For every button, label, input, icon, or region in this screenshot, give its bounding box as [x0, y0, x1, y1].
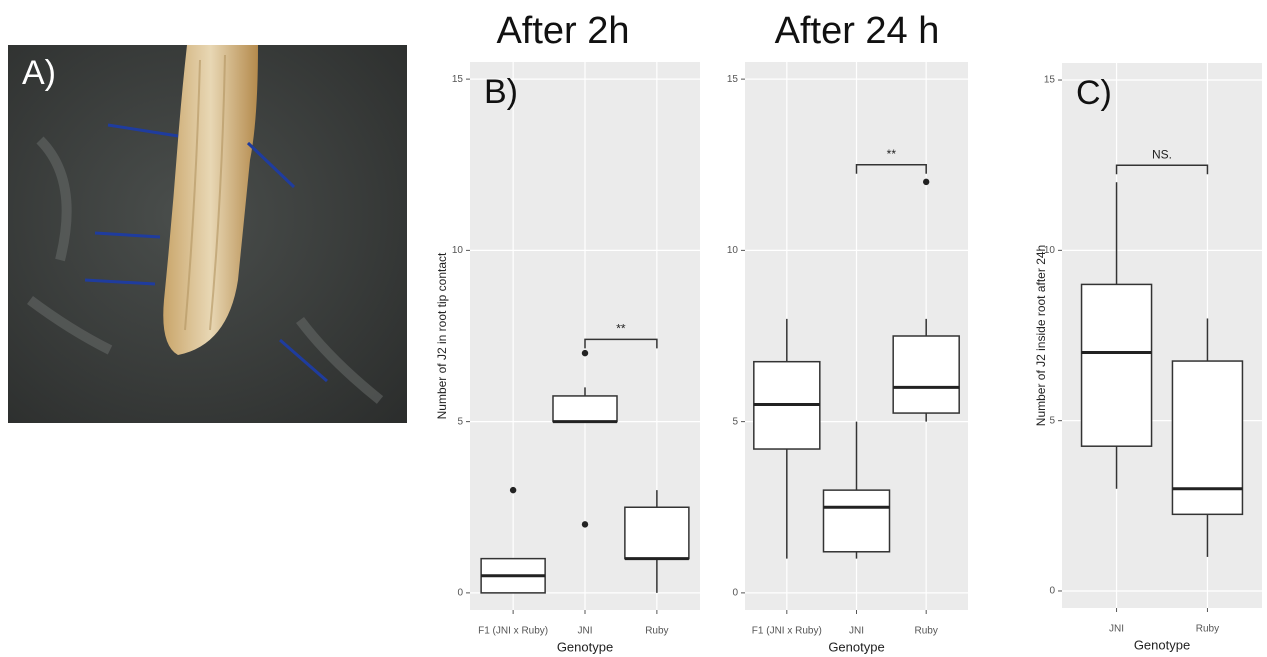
y-axis-title: Number of J2 in root tip contact — [435, 252, 449, 419]
y-tick-label: 15 — [452, 74, 464, 85]
x-tick-label: Ruby — [645, 626, 668, 637]
chart-title: After 24 h — [775, 10, 940, 52]
y-tick-label: 15 — [1044, 75, 1056, 86]
x-tick-label: F1 (JNI x Ruby) — [752, 626, 822, 637]
x-tick-label: Ruby — [915, 626, 938, 637]
box — [552, 395, 618, 423]
significance-bracket — [855, 164, 927, 174]
significance-label: ** — [887, 147, 897, 161]
y-tick-label: 0 — [732, 588, 738, 599]
outlier — [581, 349, 589, 357]
panel-label: B) — [484, 73, 518, 111]
y-axis-title: Number of J2 inside root after 24h — [1034, 245, 1048, 426]
y-tick-label: 10 — [1044, 245, 1056, 256]
x-tick-label: JNI — [849, 626, 864, 637]
outlier — [922, 178, 930, 186]
box — [892, 335, 960, 414]
x-axis-title: Genotype — [1134, 637, 1190, 652]
box — [1171, 360, 1244, 516]
x-tick-label: JNI — [1109, 624, 1124, 635]
significance-bracket — [584, 338, 658, 349]
y-tick-label: 5 — [457, 416, 463, 427]
x-axis-title: Genotype — [557, 639, 613, 654]
y-tick-label: 10 — [452, 245, 464, 256]
y-tick-label: 10 — [727, 245, 739, 256]
photo: A) — [8, 45, 407, 423]
y-tick-label: 0 — [1049, 586, 1055, 597]
box — [624, 506, 690, 560]
significance-bracket — [1115, 164, 1209, 175]
panel-label: A) — [22, 54, 56, 92]
chart-title: After 2h — [496, 10, 629, 52]
x-tick-label: Ruby — [1196, 624, 1219, 635]
significance-label: ** — [616, 322, 626, 336]
y-tick-label: 15 — [727, 74, 739, 85]
x-axis-title: Genotype — [828, 639, 884, 654]
outlier — [509, 486, 517, 494]
x-tick-label: F1 (JNI x Ruby) — [478, 626, 548, 637]
panel-label: C) — [1076, 74, 1112, 112]
y-tick-label: 5 — [1049, 415, 1055, 426]
box — [822, 489, 891, 553]
y-tick-label: 5 — [732, 416, 738, 427]
y-tick-label: 0 — [457, 588, 463, 599]
x-tick-label: JNI — [578, 626, 593, 637]
box — [1080, 283, 1153, 447]
significance-label: NS. — [1152, 147, 1172, 161]
outlier — [581, 521, 589, 528]
